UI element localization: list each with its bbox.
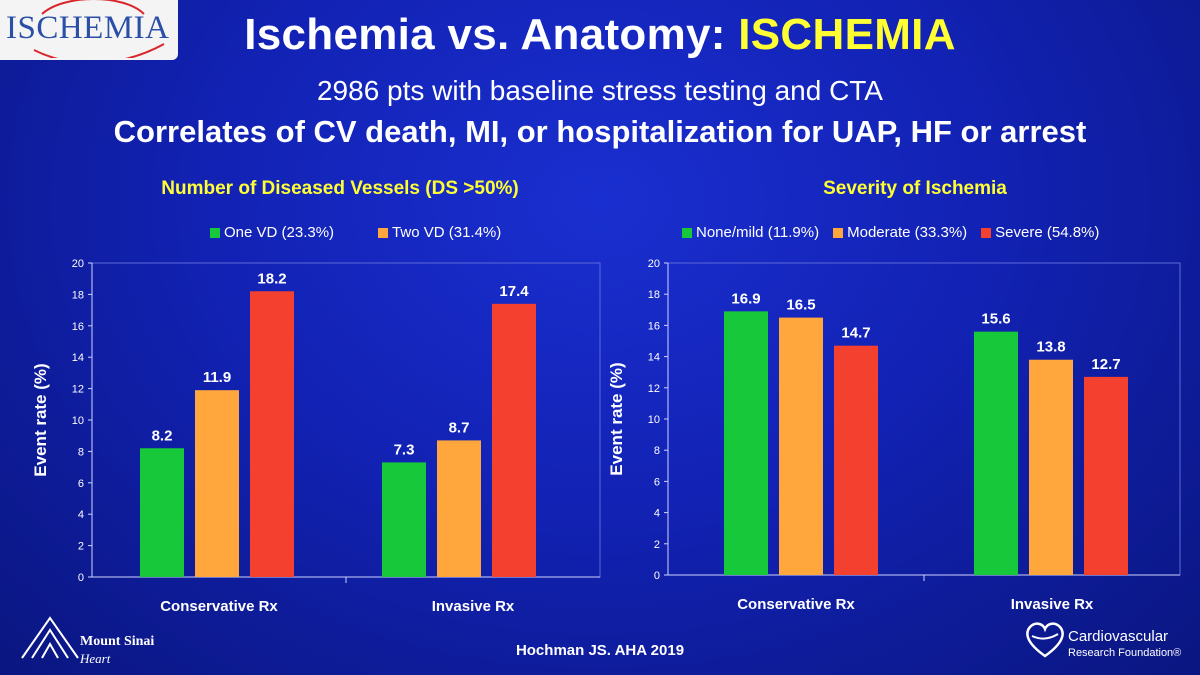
legend-swatch <box>682 227 692 238</box>
right-bar-chart: 0 2 4 6 8 10 12 14 16 18 20 Event rate (%) Conservat… <box>607 258 1181 613</box>
heart-outline-icon <box>33 0 165 58</box>
bar <box>834 345 878 575</box>
x-category-label: Invasive Rx <box>432 598 515 615</box>
y-tick-label: 10 <box>648 414 660 426</box>
y-tick-label: 6 <box>654 476 660 488</box>
y-tick-label: 10 <box>72 415 84 427</box>
citation: Hochman JS. AHA 2019 <box>515 642 685 659</box>
data-label: 11.9 <box>203 369 231 386</box>
legend-swatch <box>378 227 389 238</box>
y-tick-label: 20 <box>72 258 84 270</box>
title-main: Ischemia vs. Anatomy: <box>244 10 739 59</box>
left-legend: One VD (23.3%) Two VD (31.4%) <box>210 224 501 241</box>
data-label: 17.4 <box>499 283 529 300</box>
left-chart-title: Number of Diseased Vessels (DS >50%) <box>161 178 519 199</box>
data-label: 13.8 <box>1036 339 1065 356</box>
y-tick-label: 18 <box>72 289 84 301</box>
mount-sinai-sub: Heart <box>80 651 111 666</box>
y-tick-label: 14 <box>648 352 660 364</box>
bar <box>195 390 239 577</box>
logo-text: ISCHEMIA <box>6 10 170 46</box>
bar <box>1084 376 1128 575</box>
bar <box>250 291 294 577</box>
y-tick-label: 8 <box>78 446 84 458</box>
data-label: 14.7 <box>841 325 870 342</box>
data-label: 18.2 <box>257 270 286 287</box>
y-tick-label: 16 <box>72 321 84 333</box>
bar <box>724 311 768 575</box>
x-category-label: Conservative Rx <box>737 596 855 613</box>
y-tick-label: 12 <box>648 383 660 395</box>
y-tick-label: 2 <box>78 541 84 553</box>
data-label: 16.5 <box>786 297 815 314</box>
y-tick-label: 14 <box>72 352 84 364</box>
data-label: 7.3 <box>394 441 415 458</box>
y-tick-label: 8 <box>654 445 660 457</box>
legend-label: One VD (23.3%) <box>224 224 335 241</box>
y-tick-label: 12 <box>72 384 84 396</box>
mount-sinai-name: Mount Sinai <box>80 634 155 649</box>
crf-heart-icon <box>1026 622 1064 658</box>
crf-name: Cardiovascular <box>1068 628 1169 645</box>
data-label: 16.9 <box>731 290 760 307</box>
y-tick-label: 6 <box>78 478 84 490</box>
data-label: 8.7 <box>449 419 470 436</box>
legend-item-one-vd: One VD (23.3%) <box>210 224 334 241</box>
x-category-label: Invasive Rx <box>1011 596 1094 613</box>
bar <box>140 448 184 577</box>
mount-sinai-logo-icon <box>21 616 79 659</box>
y-axis-label: Event rate (%) <box>31 363 50 476</box>
page-title: Ischemia vs. Anatomy: ISCHEMIA <box>0 10 1200 60</box>
y-axis-label: Event rate (%) <box>607 362 626 475</box>
x-category-label: Conservative Rx <box>160 598 278 615</box>
right-legend: None/mild (11.9%) Moderate (33.3%) Sever… <box>682 224 1099 241</box>
subtitle-1: 2986 pts with baseline stress testing an… <box>316 75 883 106</box>
bar <box>974 331 1018 575</box>
data-label: 15.6 <box>981 311 1010 328</box>
y-tick-label: 4 <box>78 509 84 521</box>
legend-item-severe: Severe (54.8%) <box>981 224 1099 241</box>
data-label: 12.7 <box>1091 356 1120 373</box>
y-tick-label: 0 <box>78 572 84 584</box>
bar <box>437 440 481 577</box>
legend-label: Two VD (31.4%) <box>392 224 502 241</box>
y-tick-label: 20 <box>648 258 660 270</box>
legend-swatch <box>833 227 844 238</box>
data-label: 8.2 <box>152 427 173 444</box>
bar <box>492 303 536 577</box>
legend-item-moderate: Moderate (33.3%) <box>833 224 967 241</box>
legend-item-two-vd: Two VD (31.4%) <box>378 224 501 241</box>
ischemia-logo: ISCHEMIA <box>0 0 178 60</box>
title-highlight: ISCHEMIA <box>738 10 956 59</box>
legend-label: Severe (54.8%) <box>995 224 1100 241</box>
left-bar-chart: 0 2 4 6 8 10 12 14 16 18 20 Event rate (%) Conservat… <box>31 258 601 615</box>
y-tick-label: 0 <box>654 570 660 582</box>
legend-swatch <box>981 227 992 238</box>
legend-item-none-mild: None/mild (11.9%) <box>682 224 819 241</box>
legend-label: None/mild (11.9%) <box>696 224 820 241</box>
bar <box>1029 359 1073 575</box>
y-tick-label: 4 <box>654 508 660 520</box>
subtitle-2: Correlates of CV death, MI, or hospitali… <box>113 114 1087 149</box>
legend-swatch <box>210 227 220 238</box>
y-tick-label: 18 <box>648 289 660 301</box>
y-tick-label: 2 <box>654 539 660 551</box>
bar <box>779 317 823 575</box>
crf-sub: Research Foundation® <box>1068 647 1182 659</box>
bar <box>382 462 426 577</box>
y-tick-label: 16 <box>648 320 660 332</box>
right-chart-title: Severity of Ischemia <box>823 178 1007 199</box>
legend-label: Moderate (33.3%) <box>847 224 968 241</box>
